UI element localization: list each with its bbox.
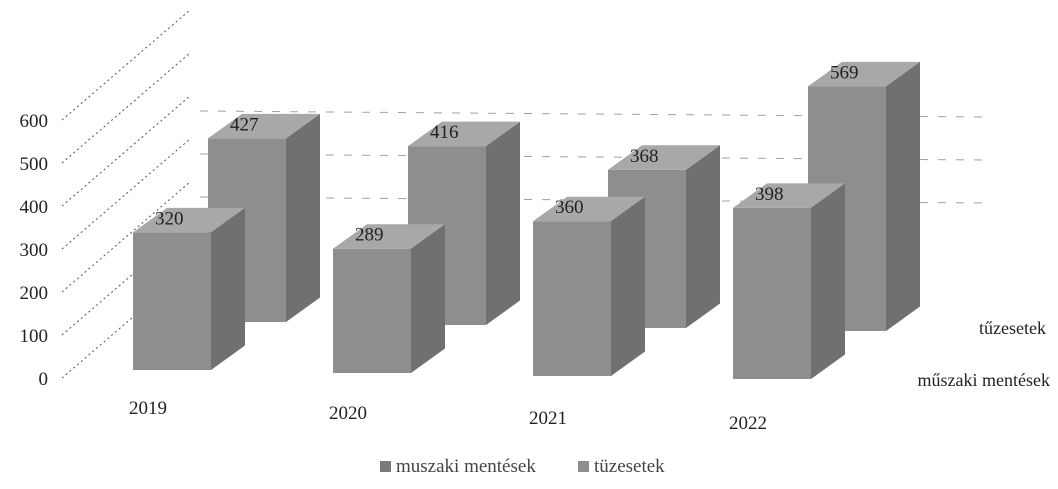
- bar-series-0: 289: [333, 224, 445, 373]
- bar-top-face: [408, 121, 520, 147]
- bar-side-face: [886, 61, 920, 331]
- data-label: 416: [430, 122, 459, 143]
- bar-series-0: 398: [733, 183, 845, 379]
- x-tick-label: 2021: [529, 408, 567, 429]
- gridline-diagonal: [61, 95, 191, 207]
- x-tick-label: 2022: [729, 413, 767, 434]
- value-axis: 0 100 200 300 400 500 600: [20, 111, 49, 390]
- bar-side-face: [686, 145, 720, 328]
- x-tick-label: 2019: [129, 398, 167, 419]
- y-tick-label: 0: [39, 369, 49, 390]
- y-tick-label: 100: [20, 326, 49, 347]
- gridline-diagonal: [61, 52, 191, 164]
- data-label: 320: [155, 208, 184, 229]
- series-axis: tűzesetek műszaki mentések: [918, 318, 1050, 390]
- bar-side-face: [286, 113, 320, 322]
- bar-front-face: [133, 232, 211, 370]
- y-tick-label: 400: [20, 197, 49, 218]
- bar-series-0: 360: [533, 196, 645, 376]
- bar-front-face: [733, 207, 811, 379]
- bar-top-face: [208, 113, 320, 139]
- bar-front-face: [533, 221, 611, 376]
- y-tick-label: 600: [20, 111, 49, 132]
- bar-side-face: [811, 183, 845, 379]
- category-axis: 2019 2020 2021 2022: [129, 398, 767, 434]
- legend-label: muszaki mentések: [396, 456, 536, 477]
- y-tick-label: 300: [20, 240, 49, 261]
- legend: muszaki mentések tüzesetek: [380, 456, 665, 477]
- series-axis-label: tűzesetek: [979, 318, 1046, 338]
- y-tick-label: 500: [20, 154, 49, 175]
- data-label: 398: [755, 184, 784, 205]
- series-axis-label: műszaki mentések: [918, 370, 1050, 390]
- bar-series-0: 320: [133, 207, 245, 370]
- bar-top-face: [533, 196, 645, 222]
- bars: 427 320 416 289 368 360 569 398: [133, 61, 920, 379]
- bar-top-face: [133, 207, 245, 233]
- data-label: 569: [830, 62, 859, 83]
- bar-side-face: [611, 196, 645, 376]
- legend-swatch: [380, 461, 391, 472]
- x-tick-label: 2020: [329, 403, 367, 424]
- bar-side-face: [486, 121, 520, 325]
- data-label: 289: [355, 225, 384, 246]
- bar-series-1: 569: [808, 61, 920, 331]
- gridline-diagonal: [61, 181, 191, 293]
- bar-front-face: [333, 248, 411, 373]
- gridline-diagonal: [61, 138, 191, 250]
- bar-top-face: [808, 61, 920, 87]
- data-label: 360: [555, 197, 584, 218]
- legend-swatch: [578, 461, 589, 472]
- y-tick-label: 200: [20, 283, 49, 304]
- bar-side-face: [211, 207, 245, 370]
- data-label: 427: [230, 114, 259, 135]
- bar-side-face: [411, 224, 445, 373]
- bar-top-face: [733, 183, 845, 208]
- bar-top-face: [333, 224, 445, 249]
- data-label: 368: [630, 146, 659, 167]
- legend-label: tüzesetek: [594, 456, 665, 477]
- bar-top-face: [608, 145, 720, 170]
- gridline-diagonal: [61, 9, 191, 121]
